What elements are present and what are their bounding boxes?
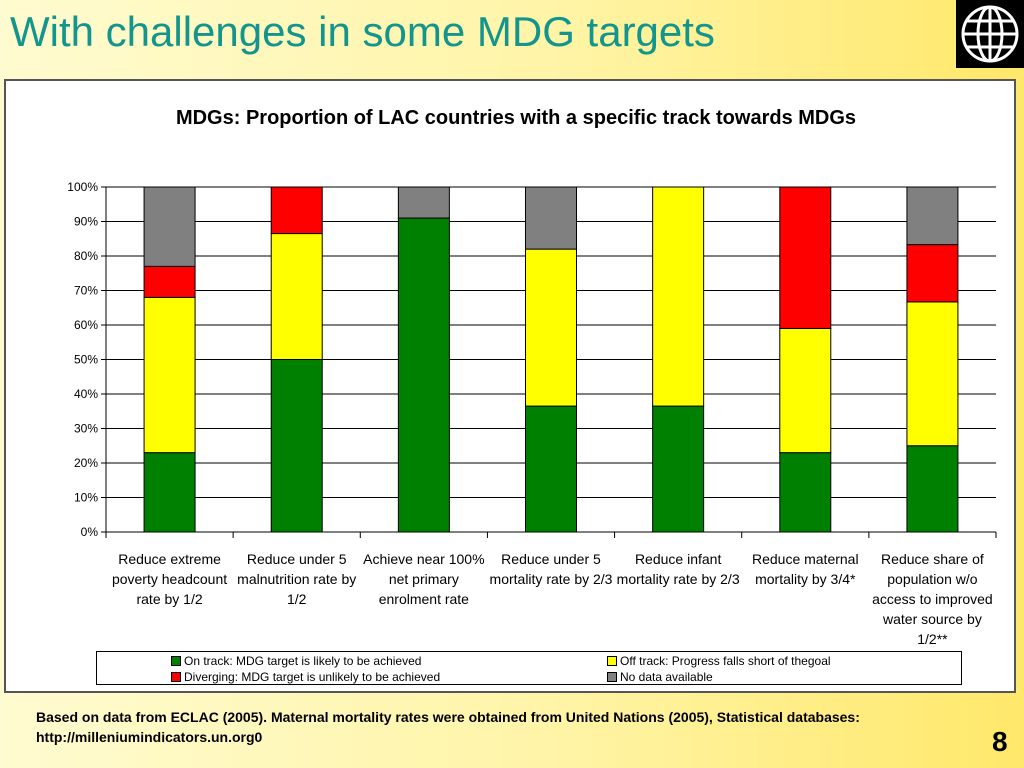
bar-segment (652, 405, 705, 533)
slide-title: With challenges in some MDG targets (10, 8, 715, 55)
x-category-label: Reduce under 5 mortality rate by 2/3 (489, 551, 613, 587)
bar-segment (779, 327, 832, 454)
bar-segment (525, 186, 577, 250)
world-bank-logo (956, 0, 1024, 68)
legend-swatch-diverging (171, 671, 181, 682)
x-category-label: Reduce extreme poverty headcount rate by… (111, 551, 228, 607)
x-category-label: Reduce under 5 malnutrition rate by 1/2 (237, 551, 357, 607)
y-tick-label: 80% (74, 249, 98, 263)
bar-segment (906, 244, 959, 303)
y-tick-label: 100% (67, 180, 98, 194)
world-bank-globe-icon (961, 5, 1019, 63)
bar-segment (270, 186, 323, 235)
bar-segment (779, 186, 832, 329)
bar-segment (270, 233, 323, 360)
x-category-label: Achieve near 100% net primary enrolment … (363, 551, 485, 607)
chart-legend: On track: MDG target is likely to be ach… (96, 651, 962, 685)
y-tick-label: 70% (74, 284, 98, 298)
bar-segment (143, 452, 196, 533)
bar-segment (397, 217, 450, 533)
bar-segment (397, 186, 450, 219)
legend-item-off-track: Off track: Progress falls short of thego… (607, 653, 831, 669)
page-number: 8 (992, 726, 1008, 757)
legend-label-off-track: Off track: Progress falls short of thego… (620, 654, 831, 668)
bar-segment (525, 405, 577, 533)
legend-label-on-track: On track: MDG target is likely to be ach… (184, 654, 422, 668)
bar-segment (779, 452, 832, 533)
bar-segment (652, 186, 705, 407)
bar-segment (143, 296, 196, 454)
x-category-label: Reduce share of population w/o access to… (872, 551, 993, 647)
y-tick-label: 30% (74, 422, 98, 436)
y-tick-label: 60% (74, 318, 98, 332)
y-tick-label: 20% (74, 456, 98, 470)
y-tick-label: 0% (81, 525, 99, 539)
y-tick-label: 90% (74, 215, 98, 229)
source-footnote: Based on data from ECLAC (2005). Materna… (36, 709, 860, 745)
bar-segment (906, 186, 959, 246)
y-tick-label: 50% (74, 353, 98, 367)
legend-item-diverging: Diverging: MDG target is unlikely to be … (171, 669, 440, 685)
bar-segment (143, 265, 196, 298)
legend-label-no-data: No data available (620, 670, 713, 684)
legend-item-on-track: On track: MDG target is likely to be ach… (171, 653, 421, 669)
bar-segment (143, 186, 196, 267)
legend-item-no-data: No data available (607, 669, 713, 685)
x-category-label: Reduce infant mortality rate by 2/3 (616, 551, 740, 587)
legend-label-diverging: Diverging: MDG target is unlikely to be … (184, 670, 441, 684)
chart-plot: 0% 10% 20% 30% 40% 50% 60% 70% 80% 90% 100% (67, 180, 997, 539)
bar-segment (270, 359, 323, 533)
chart-panel: MDGs: Proportion of LAC countries with a… (4, 79, 1016, 693)
legend-swatch-off-track (607, 655, 617, 666)
bar-segment (906, 301, 959, 447)
chart-title: MDGs: Proportion of LAC countries with a… (175, 107, 857, 129)
legend-swatch-on-track (171, 655, 181, 666)
y-tick-label: 40% (74, 387, 98, 401)
legend-swatch-no-data (607, 671, 617, 682)
bar-segment (906, 445, 959, 533)
y-tick-label: 10% (74, 491, 98, 505)
bar-segment (525, 248, 577, 407)
x-category-label: Reduce maternal mortality by 3/4* (751, 551, 859, 587)
